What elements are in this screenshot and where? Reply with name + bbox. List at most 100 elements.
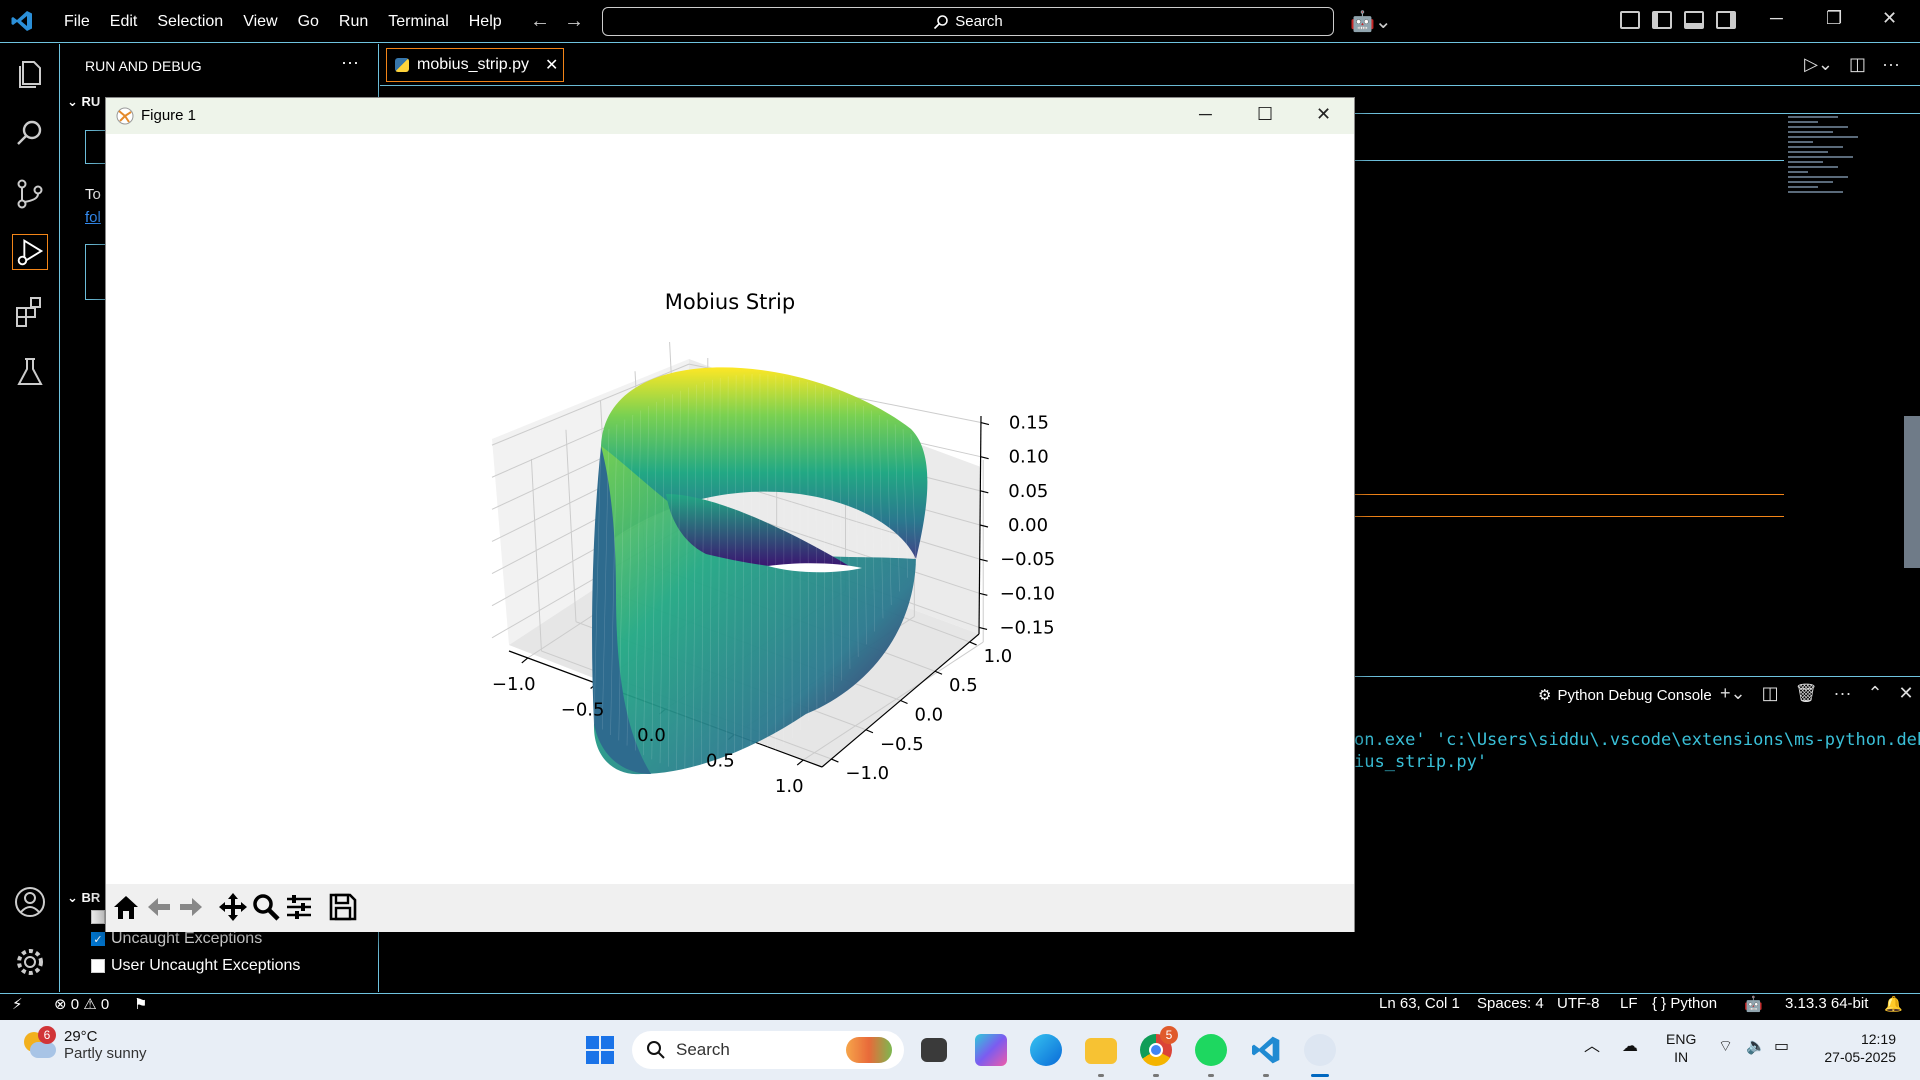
menu-terminal[interactable]: Terminal	[388, 12, 449, 30]
section-breakpoints-label: BR	[81, 890, 101, 905]
sidebar-section-breakpoints[interactable]: ⌄ BR	[67, 890, 101, 905]
surface-mesh-line	[855, 401, 859, 657]
editor-more-icon[interactable]: ···	[1882, 54, 1900, 74]
maximize-panel-icon[interactable]: ⌃	[1867, 683, 1883, 703]
toggle-secondary-sidebar-icon[interactable]	[1716, 11, 1736, 29]
toggle-sidebar-icon[interactable]	[1652, 11, 1672, 29]
menu-edit[interactable]: Edit	[109, 12, 138, 30]
taskbar-search[interactable]: Search	[632, 1031, 904, 1069]
end-of-line[interactable]: LF	[1620, 995, 1638, 1012]
restore-icon[interactable]: ❐	[1826, 8, 1843, 28]
extensions-icon[interactable]	[12, 294, 48, 330]
more-actions-icon[interactable]: ···	[341, 52, 359, 72]
save-icon[interactable]	[328, 892, 358, 922]
user-uncaught-exceptions-checkbox[interactable]	[91, 959, 105, 973]
indentation[interactable]: Spaces: 4	[1477, 995, 1544, 1012]
debug-console-tab[interactable]: ⚙ Python Debug Console	[1538, 686, 1712, 705]
edge-icon[interactable]	[1030, 1034, 1062, 1066]
new-terminal-icon[interactable]: +⌄	[1720, 683, 1746, 703]
cursor-position[interactable]: Ln 63, Col 1	[1379, 995, 1460, 1012]
run-and-debug-icon[interactable]	[12, 234, 48, 270]
menu-help[interactable]: Help	[468, 12, 502, 30]
battery-icon[interactable]: ▭	[1774, 1038, 1790, 1055]
weather-widget[interactable]: 6 29°C Partly sunny	[22, 1026, 147, 1062]
minimap[interactable]	[1788, 116, 1868, 246]
close-icon[interactable]: ✕	[1882, 8, 1898, 28]
split-editor-icon[interactable]: ◫	[1849, 54, 1867, 74]
menu-run[interactable]: Run	[338, 12, 369, 30]
menu-view[interactable]: View	[243, 12, 278, 30]
onedrive-cloud-icon[interactable]: ☁	[1622, 1038, 1638, 1055]
surface-mesh-line	[651, 401, 657, 760]
editor-scrollbar-thumb[interactable]	[1904, 416, 1920, 568]
figure-canvas[interactable]: Mobius Strip −1.0 −0.5 0.0 0.5 1.0 1.0 0.5 0.0…	[106, 134, 1354, 884]
file-explorer-icon[interactable]	[1085, 1038, 1117, 1064]
minimize-icon[interactable]: ─	[1770, 8, 1783, 28]
chart-title: Mobius Strip	[665, 290, 795, 314]
chrome-icon[interactable]: 5	[1140, 1026, 1178, 1066]
z-tick-label: 0.15	[1009, 413, 1049, 434]
remote-icon[interactable]: ⚡	[12, 996, 23, 1013]
copilot-icon[interactable]: 🤖⌄	[1350, 11, 1392, 33]
encoding[interactable]: UTF-8	[1557, 995, 1600, 1012]
forward-icon[interactable]	[176, 892, 206, 922]
manage-gear-icon[interactable]	[12, 944, 48, 980]
panel-more-icon[interactable]: ···	[1833, 683, 1852, 703]
z-tick-label: 0.10	[1009, 447, 1049, 468]
copilot-status-icon[interactable]: 🤖	[1744, 996, 1763, 1013]
figure-maximize-icon[interactable]: ☐	[1257, 104, 1274, 124]
clock[interactable]: 12:19 27-05-2025	[1816, 1030, 1896, 1066]
testing-icon[interactable]	[12, 354, 48, 390]
menu-file[interactable]: File	[64, 12, 90, 30]
uncaught-exceptions-checkbox[interactable]: ✓	[91, 932, 105, 946]
trash-icon[interactable]: 🗑	[1794, 683, 1818, 703]
notifications-bell-icon[interactable]: 🔔	[1884, 996, 1903, 1013]
spotify-icon[interactable]	[1195, 1034, 1227, 1066]
split-panel-icon[interactable]: ◫	[1761, 683, 1779, 703]
windows-start-icon[interactable]	[584, 1034, 616, 1066]
customize-layout-icon[interactable]	[1620, 11, 1640, 29]
surface-mesh-line	[902, 429, 909, 578]
search-icon[interactable]	[12, 116, 48, 152]
command-center-search[interactable]: Search	[602, 7, 1334, 36]
figure-close-icon[interactable]: ✕	[1316, 104, 1332, 124]
task-view-icon[interactable]	[921, 1038, 947, 1062]
nav-forward-icon[interactable]: →	[564, 10, 584, 32]
accounts-icon[interactable]	[12, 884, 48, 920]
user-uncaught-exceptions-label: User Uncaught Exceptions	[111, 957, 301, 974]
sidebar-section-run[interactable]: ⌄ RU	[67, 94, 101, 109]
open-folder-link[interactable]: fol	[85, 209, 101, 226]
toggle-panel-icon[interactable]	[1684, 11, 1704, 29]
figure-minimize-icon[interactable]: ─	[1199, 104, 1212, 124]
configure-icon[interactable]	[284, 892, 314, 922]
language-indicator[interactable]: ENG IN	[1666, 1030, 1696, 1066]
menu-go[interactable]: Go	[297, 12, 319, 30]
vscode-taskbar-icon[interactable]	[1250, 1034, 1282, 1066]
menu-selection[interactable]: Selection	[157, 12, 224, 30]
language-mode[interactable]: { } Python	[1652, 995, 1718, 1012]
pan-icon[interactable]	[218, 892, 248, 922]
copilot-app-icon[interactable]	[975, 1034, 1007, 1066]
zoom-icon[interactable]	[251, 892, 281, 922]
tab-close-icon[interactable]: ✕	[545, 57, 559, 74]
python-interpreter[interactable]: 3.13.3 64-bit	[1785, 995, 1869, 1012]
run-file-icon[interactable]: ▷⌄	[1804, 54, 1833, 74]
close-panel-icon[interactable]: ✕	[1898, 683, 1914, 703]
vscode-logo-icon[interactable]	[10, 9, 34, 33]
home-icon[interactable]	[111, 892, 141, 922]
nav-back-icon[interactable]: ←	[530, 10, 550, 32]
matplotlib-taskbar-icon[interactable]	[1304, 1034, 1336, 1066]
breakpoint-checkbox[interactable]	[91, 910, 105, 924]
source-control-icon[interactable]	[12, 176, 48, 212]
debug-status-icon[interactable]: ⚑	[134, 996, 148, 1013]
wifi-icon[interactable]: ⌔	[1718, 1038, 1734, 1055]
back-icon[interactable]	[144, 892, 174, 922]
explorer-icon[interactable]	[12, 56, 48, 92]
volume-icon[interactable]: 🔈	[1746, 1038, 1766, 1055]
show-hidden-icons-icon[interactable]: ︿	[1584, 1038, 1601, 1055]
console-line-2: ius_strip.py'	[1354, 752, 1488, 772]
surface-front-band	[593, 446, 916, 775]
y-tick-mark	[900, 699, 908, 705]
problems-indicator[interactable]: ⊗ 0 ⚠ 0	[54, 995, 109, 1013]
tab-mobius-strip[interactable]: mobius_strip.py ✕	[386, 48, 564, 82]
